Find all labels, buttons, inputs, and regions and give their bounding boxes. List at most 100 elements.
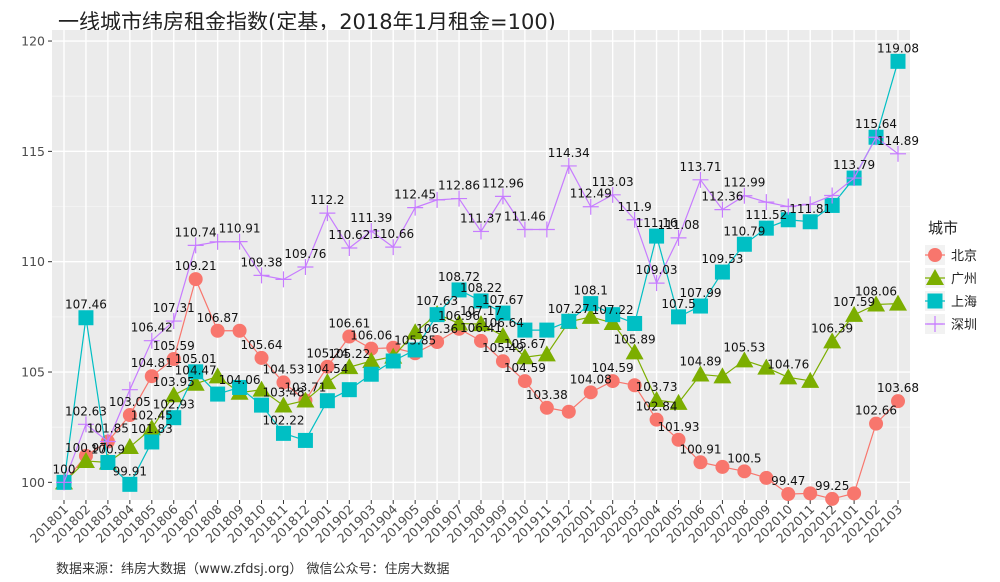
data-label-上海: 99.91 (113, 464, 147, 478)
data-label-北京: 103.05 (109, 395, 151, 409)
point-广州 (164, 386, 183, 403)
data-label-深圳: 111.46 (504, 209, 546, 223)
point-广州 (340, 358, 359, 375)
y-axis: 100 105 110 115 120 (21, 34, 52, 490)
data-labels: 100101.85103.05104.81105.59109.21106.871… (53, 41, 919, 493)
point-上海 (824, 197, 840, 213)
point-深圳 (780, 198, 797, 215)
data-label-广州: 108.06 (855, 284, 897, 298)
legend-label-北京: 北京 (951, 249, 977, 264)
point-上海 (232, 379, 248, 395)
data-label-广州: 103.95 (153, 375, 195, 389)
data-label-上海: 111.16 (636, 216, 678, 230)
data-label-广州: 107.27 (548, 302, 590, 316)
data-label-深圳: 102.63 (65, 404, 107, 418)
point-北京 (539, 400, 554, 415)
point-广州 (296, 391, 315, 408)
point-上海 (254, 397, 270, 413)
point-上海 (451, 282, 467, 298)
series-layer (55, 53, 907, 506)
point-广州 (757, 358, 776, 375)
y-tick-label: 105 (21, 365, 45, 380)
point-深圳 (560, 157, 577, 174)
point-上海 (627, 315, 643, 331)
data-label-广州: 104.54 (306, 362, 348, 376)
point-深圳 (626, 211, 643, 228)
point-深圳 (451, 190, 468, 207)
point-上海 (692, 298, 708, 314)
point-深圳 (297, 258, 314, 275)
point-深圳 (319, 205, 336, 222)
point-上海 (166, 410, 182, 426)
point-上海 (890, 53, 906, 69)
data-label-深圳: 113.03 (592, 175, 634, 189)
data-label-北京: 105.64 (241, 338, 283, 352)
point-北京 (869, 416, 884, 431)
point-广州 (450, 314, 469, 331)
data-label-广州: 104.47 (175, 364, 217, 378)
data-label-广州: 106.64 (482, 316, 524, 330)
point-广州 (318, 373, 337, 390)
data-label-深圳: 112.36 (701, 190, 743, 204)
point-北京 (495, 354, 510, 369)
data-label-上海: 108.72 (438, 270, 480, 284)
data-label-上海: 109.53 (701, 252, 743, 266)
data-label-上海: 110.79 (723, 224, 765, 238)
data-label-上海: 119.08 (877, 41, 919, 55)
point-深圳 (494, 188, 511, 205)
point-深圳 (363, 223, 380, 240)
data-label-上海: 107.5 (661, 297, 695, 311)
point-上海 (363, 366, 379, 382)
point-广州 (515, 348, 534, 365)
data-label-深圳: 114.34 (548, 146, 590, 160)
point-广州 (493, 326, 512, 343)
point-上海 (319, 393, 335, 409)
point-上海 (517, 322, 533, 338)
point-广州 (713, 367, 732, 384)
data-label-北京: 104.08 (570, 372, 612, 386)
point-北京 (803, 486, 818, 501)
point-深圳 (516, 221, 533, 238)
point-深圳 (802, 196, 819, 213)
point-北京 (166, 352, 181, 366)
point-北京 (671, 432, 686, 447)
data-label-北京: 99.25 (815, 479, 849, 493)
data-label-深圳: 110.91 (219, 222, 261, 236)
data-label-广州: 107.22 (592, 303, 634, 317)
point-广州 (76, 451, 95, 468)
data-label-北京: 100.91 (679, 442, 721, 456)
point-北京 (430, 335, 445, 350)
point-广州 (362, 351, 381, 368)
data-label-深圳: 110.66 (372, 227, 414, 241)
source-note: 数据来源：纬房大数据（www.zfdsj.org） 微信公众号：住房大数据 (56, 562, 450, 577)
legend-marker-广州 (926, 269, 944, 285)
data-label-北京: 102.84 (636, 400, 678, 414)
point-上海 (802, 214, 818, 230)
point-上海 (78, 310, 94, 326)
data-label-广州: 105.22 (328, 347, 370, 361)
y-tick-label: 120 (21, 34, 45, 49)
point-深圳 (758, 194, 775, 211)
data-label-北京: 105.85 (394, 333, 436, 347)
data-label-广州: 103.71 (284, 380, 326, 394)
point-北京 (474, 333, 488, 348)
data-label-北京: 109.21 (175, 259, 217, 273)
point-北京 (210, 323, 225, 338)
point-北京 (737, 464, 752, 479)
point-上海 (210, 386, 226, 402)
data-label-深圳: 109.38 (241, 255, 283, 269)
data-label-广州: 107.63 (416, 294, 458, 308)
point-广州 (625, 343, 644, 360)
data-label-北京: 106.96 (438, 309, 480, 323)
point-深圳 (473, 223, 489, 240)
data-label-北京: 102.66 (855, 404, 897, 418)
point-北京 (188, 272, 203, 287)
data-label-深圳: 112.86 (438, 179, 480, 193)
data-label-深圳: 109.76 (284, 247, 326, 261)
point-北京 (627, 378, 642, 393)
data-label-北京: 105.59 (153, 339, 195, 353)
point-深圳 (890, 145, 906, 162)
data-label-深圳: 114.89 (877, 134, 919, 148)
data-label-广州: 100.97 (65, 441, 107, 455)
point-北京 (781, 487, 796, 502)
